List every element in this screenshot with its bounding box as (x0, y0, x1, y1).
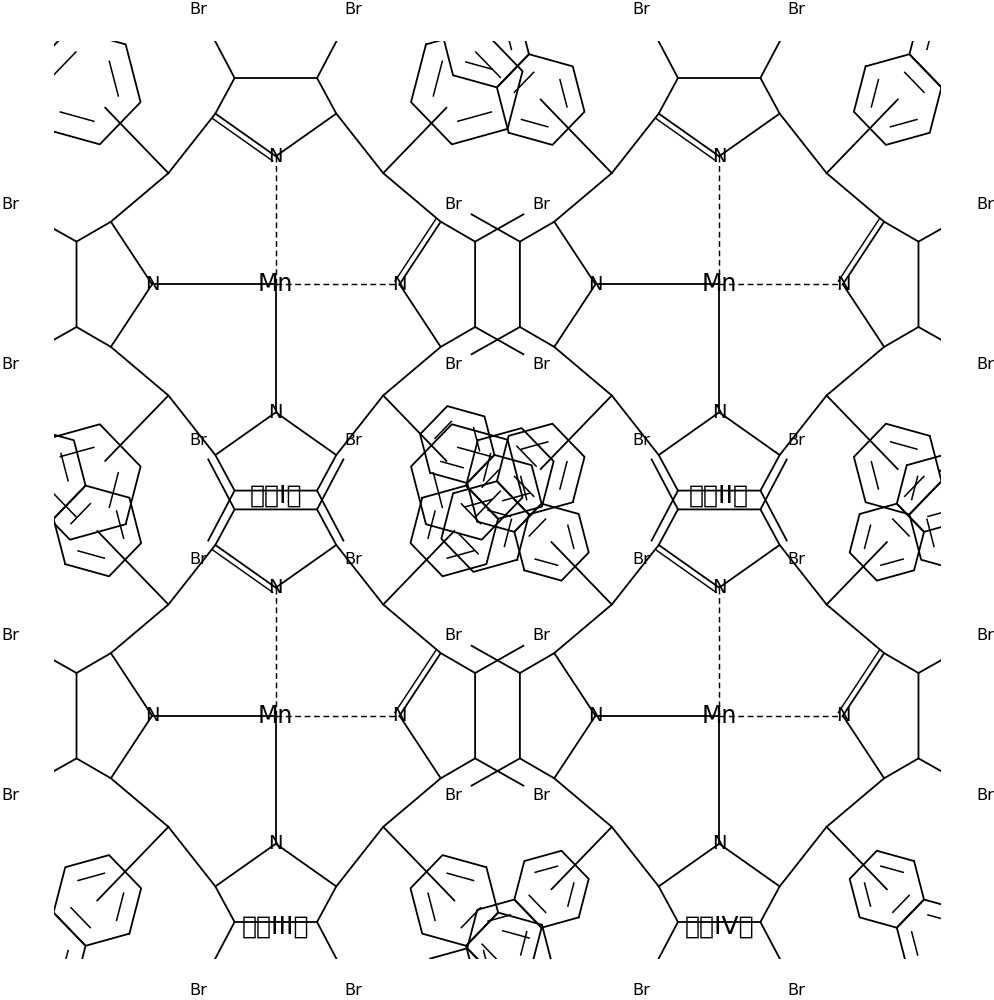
Text: Br: Br (975, 628, 993, 643)
Text: 式（III）: 式（III） (242, 915, 309, 939)
Text: Br: Br (1, 628, 19, 643)
Text: N: N (712, 403, 726, 422)
Text: Br: Br (787, 552, 805, 567)
Text: N: N (145, 706, 159, 725)
Text: Mn: Mn (257, 704, 293, 728)
Text: Br: Br (532, 628, 550, 643)
Text: Br: Br (444, 197, 462, 212)
Text: Mn: Mn (257, 272, 293, 296)
Text: 式（I）: 式（I） (249, 483, 302, 507)
Text: Br: Br (344, 552, 362, 567)
Text: Br: Br (189, 433, 207, 448)
Text: N: N (587, 706, 602, 725)
Text: Mn: Mn (701, 272, 737, 296)
Text: Br: Br (632, 2, 650, 17)
Text: Br: Br (344, 983, 362, 998)
Text: N: N (587, 275, 602, 294)
Text: Br: Br (1, 357, 19, 372)
Text: Br: Br (632, 433, 650, 448)
Text: N: N (835, 275, 849, 294)
Text: Br: Br (1, 788, 19, 803)
Text: Br: Br (444, 357, 462, 372)
Text: Br: Br (189, 983, 207, 998)
Text: Br: Br (344, 2, 362, 17)
Text: Br: Br (632, 552, 650, 567)
Text: Br: Br (344, 433, 362, 448)
Text: Br: Br (189, 552, 207, 567)
Text: N: N (392, 706, 407, 725)
Text: N: N (835, 706, 849, 725)
Text: Br: Br (532, 357, 550, 372)
Text: N: N (268, 578, 282, 597)
Text: Mn: Mn (701, 704, 737, 728)
Text: N: N (712, 834, 726, 853)
Text: N: N (268, 147, 282, 166)
Text: Br: Br (189, 2, 207, 17)
Text: Br: Br (787, 2, 805, 17)
Text: N: N (712, 578, 726, 597)
Text: N: N (145, 275, 159, 294)
Text: N: N (268, 834, 282, 853)
Text: Br: Br (1, 197, 19, 212)
Text: Br: Br (532, 788, 550, 803)
Text: Br: Br (975, 357, 993, 372)
Text: N: N (268, 403, 282, 422)
Text: Br: Br (975, 197, 993, 212)
Text: 式（IV）: 式（IV） (684, 915, 753, 939)
Text: Br: Br (787, 983, 805, 998)
Text: N: N (392, 275, 407, 294)
Text: Br: Br (444, 628, 462, 643)
Text: 式（II）: 式（II） (689, 483, 748, 507)
Text: Br: Br (532, 197, 550, 212)
Text: Br: Br (975, 788, 993, 803)
Text: Br: Br (787, 433, 805, 448)
Text: N: N (712, 147, 726, 166)
Text: Br: Br (632, 983, 650, 998)
Text: Br: Br (444, 788, 462, 803)
